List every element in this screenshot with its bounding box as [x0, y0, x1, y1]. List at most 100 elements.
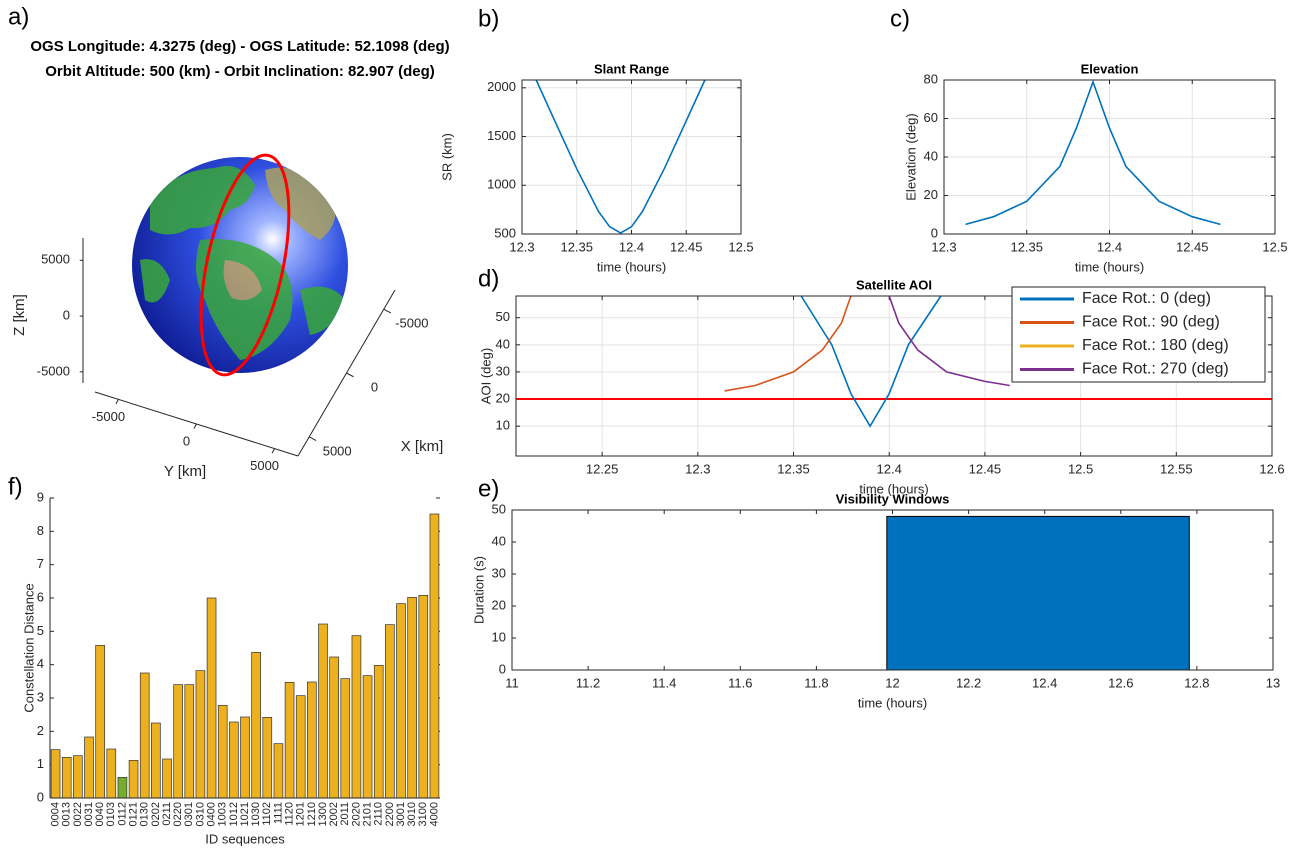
panel-label: c)	[890, 5, 910, 32]
bar	[95, 644, 105, 799]
series-line	[800, 295, 942, 428]
bar	[151, 722, 161, 799]
y-tick-label: 30	[492, 565, 506, 580]
x-tick	[308, 436, 317, 442]
x-tick-label: 1111	[272, 802, 284, 824]
x-tick-label: 2200	[384, 802, 396, 826]
y-tick-label: 0	[37, 789, 44, 804]
legend-label: Face Rot.: 270 (deg)	[1082, 361, 1229, 378]
legend-box	[1011, 286, 1266, 383]
bar	[84, 736, 94, 799]
x-tick-label: 5000	[323, 443, 352, 458]
x-axis-label: time (hours)	[859, 481, 928, 496]
x-axis-label: X [km]	[401, 438, 444, 455]
x-tick-label: 0400	[205, 802, 217, 826]
axes-frame	[521, 79, 742, 235]
x-tick-label: 4000	[428, 802, 440, 826]
x-tick-label: 11	[505, 675, 519, 690]
bar	[162, 758, 172, 799]
y-tick-label: 50	[492, 501, 506, 516]
y-tick-label: 40	[492, 533, 506, 548]
x-axis-label: time (hours)	[1075, 259, 1144, 274]
x-tick-label: 12.5	[1068, 461, 1093, 476]
x-tick-label: 2101	[361, 802, 373, 826]
x-tick-label: 12.6	[1259, 461, 1284, 476]
series-line	[724, 295, 852, 392]
orbit	[199, 153, 291, 377]
bar	[61, 756, 72, 799]
x-tick-label: 1120	[283, 802, 295, 826]
y-tick	[193, 423, 197, 429]
y-tick-label: 1500	[487, 128, 516, 143]
bar	[117, 776, 128, 799]
axes-frame	[943, 79, 1276, 235]
chart-title: Visibility Windows	[836, 491, 950, 506]
y-tick-label: 3	[37, 689, 44, 704]
x-axis-label: time (hours)	[858, 695, 927, 710]
x-tick-label: 0022	[72, 802, 84, 826]
bar	[184, 684, 195, 799]
y-tick-label: 80	[924, 71, 938, 86]
bar	[217, 704, 228, 799]
x-tick-label: 1210	[306, 802, 318, 826]
x-tick-label: 11.2	[576, 675, 600, 690]
bar	[351, 635, 362, 799]
chart-title: Orbit Altitude: 500 (km) - Orbit Inclina…	[45, 63, 435, 80]
legend-label: Face Rot.: 0 (deg)	[1082, 290, 1211, 307]
x-tick-label: 12.4	[877, 461, 902, 476]
x-tick-label: 0310	[194, 802, 206, 826]
y-axis-label: Y [km]	[164, 463, 206, 480]
chart-title: Slant Range	[594, 61, 669, 76]
panel-label: f)	[8, 473, 23, 500]
y-axis-label: SR (km)	[439, 133, 454, 181]
x-tick-label: 12.4	[619, 239, 644, 254]
y-tick-label: 1	[37, 756, 44, 771]
x-tick	[346, 372, 354, 378]
y-axis-label: Duration (s)	[471, 556, 486, 624]
x-tick-label: 1003	[217, 802, 229, 826]
x-tick-label: 12.3	[931, 239, 956, 254]
y-tick-label: 9	[37, 489, 44, 504]
x-tick-label: 11.6	[728, 675, 752, 690]
bar	[262, 716, 273, 799]
x-tick-label: 12.45	[969, 461, 1002, 476]
y-tick	[271, 448, 276, 454]
y-tick-label: 5	[37, 623, 44, 638]
chart-title: OGS Longitude: 4.3275 (deg) - OGS Latitu…	[30, 38, 449, 55]
x-tick-label: 12.55	[1160, 461, 1193, 476]
y-tick-label: 20	[492, 597, 506, 612]
axes-frame	[511, 509, 1274, 671]
legend-label: Face Rot.: 90 (deg)	[1082, 314, 1220, 331]
window-bar	[886, 515, 1190, 671]
x-tick-label: 12	[885, 675, 899, 690]
series-line	[888, 295, 1010, 387]
x-tick-label: 0121	[127, 802, 139, 826]
x-tick-label: 1021	[239, 802, 251, 826]
x-tick-label: 1300	[317, 802, 329, 826]
bar	[206, 597, 217, 799]
bar	[396, 603, 406, 799]
x-tick-label: 0103	[105, 802, 117, 826]
bar	[229, 721, 239, 799]
bar	[373, 664, 384, 799]
x-tick-label: 2011	[339, 802, 351, 826]
x-tick-label: 11.8	[804, 675, 828, 690]
chart-title: Satellite AOI	[856, 277, 932, 292]
panel-label: b)	[478, 5, 499, 32]
x-tick-label: 12.3	[685, 461, 710, 476]
x-tick-label: 12.45	[670, 239, 703, 254]
y-axis-label: Constellation Distance	[21, 583, 36, 712]
y-tick-label: 8	[37, 523, 44, 538]
bar	[273, 743, 284, 799]
legend-label: Face Rot.: 180 (deg)	[1082, 337, 1229, 354]
bar	[173, 684, 183, 799]
bar	[106, 748, 117, 799]
z-tick-label: -5000	[37, 363, 70, 378]
x-tick-label: 0031	[83, 802, 95, 826]
x-tick-label: 12.45	[1176, 239, 1209, 254]
x-tick-label: 12.35	[560, 239, 593, 254]
bar	[73, 755, 83, 799]
y-tick-label: 500	[494, 225, 516, 240]
